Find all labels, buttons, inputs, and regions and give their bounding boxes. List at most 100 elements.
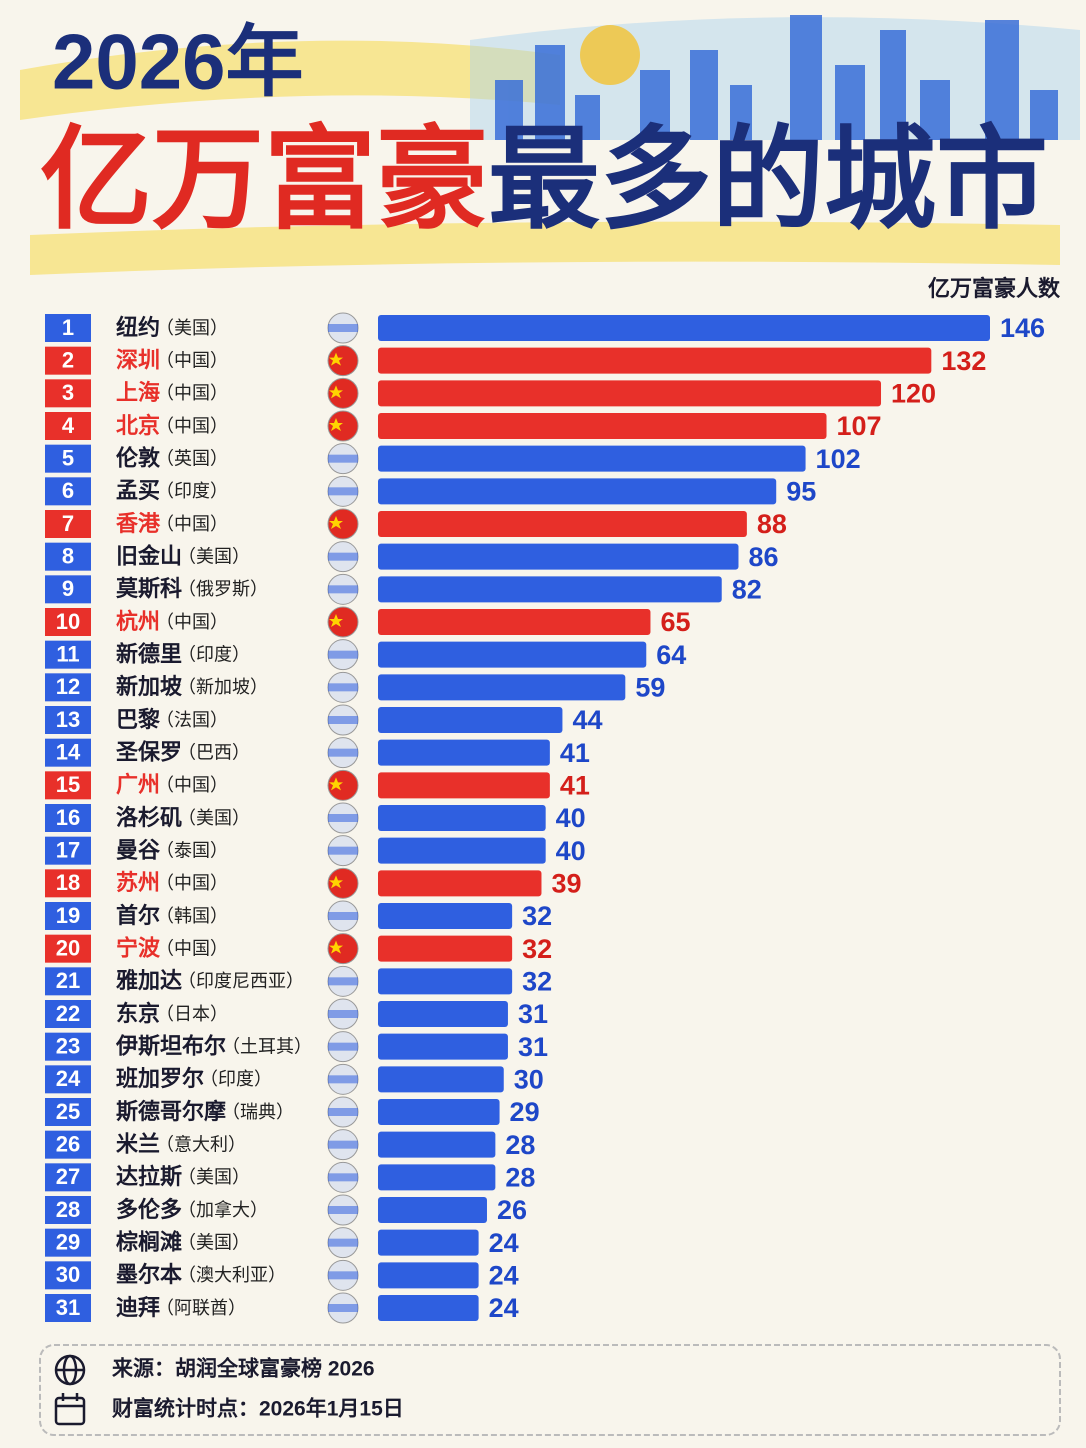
value-label: 32 bbox=[522, 934, 552, 964]
country-label: （韩国） bbox=[156, 906, 228, 926]
value-label: 24 bbox=[489, 1293, 519, 1323]
value-label: 95 bbox=[786, 476, 816, 506]
value-label: 26 bbox=[497, 1195, 527, 1225]
bar bbox=[378, 609, 651, 635]
value-label: 120 bbox=[891, 378, 936, 408]
country-label: （中国） bbox=[156, 383, 228, 403]
flag-stripe bbox=[328, 585, 358, 594]
country-label: （美国） bbox=[156, 318, 228, 338]
category-label: 迪拜 bbox=[116, 1295, 160, 1320]
value-label: 86 bbox=[748, 542, 778, 572]
category-label: 莫斯科 bbox=[116, 576, 182, 601]
rank-label: 13 bbox=[56, 707, 80, 732]
flag-icon bbox=[327, 1227, 359, 1259]
flag-icon bbox=[327, 1063, 359, 1095]
rank-label: 17 bbox=[56, 837, 80, 862]
category-label: 香港 bbox=[116, 511, 161, 536]
country-label: （印度尼西亚） bbox=[178, 971, 304, 991]
flag-icon bbox=[327, 377, 359, 409]
rank-label: 20 bbox=[56, 935, 80, 960]
flag-stripe bbox=[328, 1206, 358, 1214]
value-label: 82 bbox=[732, 574, 762, 604]
rank-badge bbox=[45, 1294, 91, 1322]
value-label: 28 bbox=[505, 1162, 535, 1192]
flag-star bbox=[329, 352, 343, 366]
rank-label: 26 bbox=[56, 1131, 80, 1156]
rank-label: 8 bbox=[62, 543, 74, 568]
bar bbox=[378, 511, 747, 537]
category-label: 巴黎 bbox=[116, 707, 160, 732]
category-label: 旧金山 bbox=[116, 543, 182, 568]
flag-stripe bbox=[328, 1173, 358, 1182]
flag-circle bbox=[327, 377, 359, 409]
flag-circle bbox=[327, 933, 359, 965]
flag-icon bbox=[327, 312, 359, 344]
flag-icon bbox=[327, 1129, 359, 1161]
flag-icon bbox=[327, 737, 359, 769]
bar bbox=[378, 347, 932, 374]
flag-icon bbox=[327, 867, 359, 899]
flag-icon bbox=[327, 541, 359, 573]
rank-label: 10 bbox=[56, 609, 80, 634]
flag-circle bbox=[327, 867, 359, 899]
rank-badge bbox=[45, 1196, 91, 1224]
flag-stripe bbox=[328, 552, 358, 561]
flag-star bbox=[329, 614, 343, 627]
category-label: 雅加达 bbox=[116, 968, 182, 993]
category-label: 东京 bbox=[116, 1001, 160, 1026]
category-label: 广州 bbox=[116, 772, 160, 797]
flag-circle bbox=[327, 606, 359, 638]
flag-stripe bbox=[328, 650, 358, 659]
flag-icon bbox=[327, 1161, 359, 1193]
country-label: （瑞典） bbox=[222, 1102, 294, 1122]
flag-icon bbox=[327, 410, 359, 442]
rank-badge bbox=[45, 542, 91, 571]
bar bbox=[378, 478, 777, 505]
country-label: （中国） bbox=[156, 514, 228, 534]
flag-icon bbox=[327, 508, 359, 540]
title-year: 2026年 bbox=[52, 18, 304, 106]
country-label: （印度） bbox=[178, 644, 250, 664]
flag-stripe bbox=[328, 487, 358, 496]
category-label: 纽约 bbox=[116, 315, 160, 340]
category-label: 孟买 bbox=[116, 478, 160, 503]
bar bbox=[378, 380, 882, 407]
value-label: 29 bbox=[510, 1097, 540, 1127]
flag-stripe bbox=[328, 1108, 358, 1116]
rank-badge bbox=[45, 804, 91, 832]
flag-stripe bbox=[328, 1304, 358, 1312]
value-label: 59 bbox=[635, 672, 665, 702]
rank-label: 31 bbox=[56, 1295, 80, 1320]
rank-badge bbox=[45, 934, 91, 963]
bar bbox=[378, 1164, 496, 1191]
rank-badge bbox=[45, 1032, 91, 1061]
rank-label: 22 bbox=[56, 1001, 80, 1026]
country-label: （中国） bbox=[156, 612, 228, 632]
rank-badge bbox=[45, 1228, 91, 1257]
rank-badge bbox=[45, 902, 91, 930]
value-label: 64 bbox=[656, 640, 686, 670]
rank-badge bbox=[45, 967, 91, 996]
bar bbox=[378, 968, 513, 995]
flag-icon bbox=[327, 933, 359, 965]
flag-icon bbox=[327, 802, 359, 834]
rank-label: 5 bbox=[62, 445, 74, 470]
country-label: （中国） bbox=[156, 873, 228, 893]
footer-source: 来源：胡润全球富豪榜 2026 bbox=[112, 1357, 375, 1381]
country-label: （日本） bbox=[156, 1004, 228, 1024]
bar bbox=[378, 674, 626, 701]
value-label: 40 bbox=[556, 803, 586, 833]
bar bbox=[378, 903, 513, 929]
country-label: （美国） bbox=[178, 808, 250, 828]
rank-badge bbox=[45, 1163, 91, 1192]
rank-badge bbox=[45, 510, 91, 538]
rank-badge bbox=[45, 608, 91, 636]
calendar-icon bbox=[54, 1393, 86, 1426]
flag-circle bbox=[327, 410, 359, 442]
flag-icon bbox=[327, 1259, 359, 1291]
country-label: （印度） bbox=[156, 481, 228, 501]
category-label: 苏州 bbox=[116, 870, 160, 895]
value-label: 32 bbox=[522, 966, 552, 996]
flag-stripe bbox=[328, 1140, 358, 1149]
